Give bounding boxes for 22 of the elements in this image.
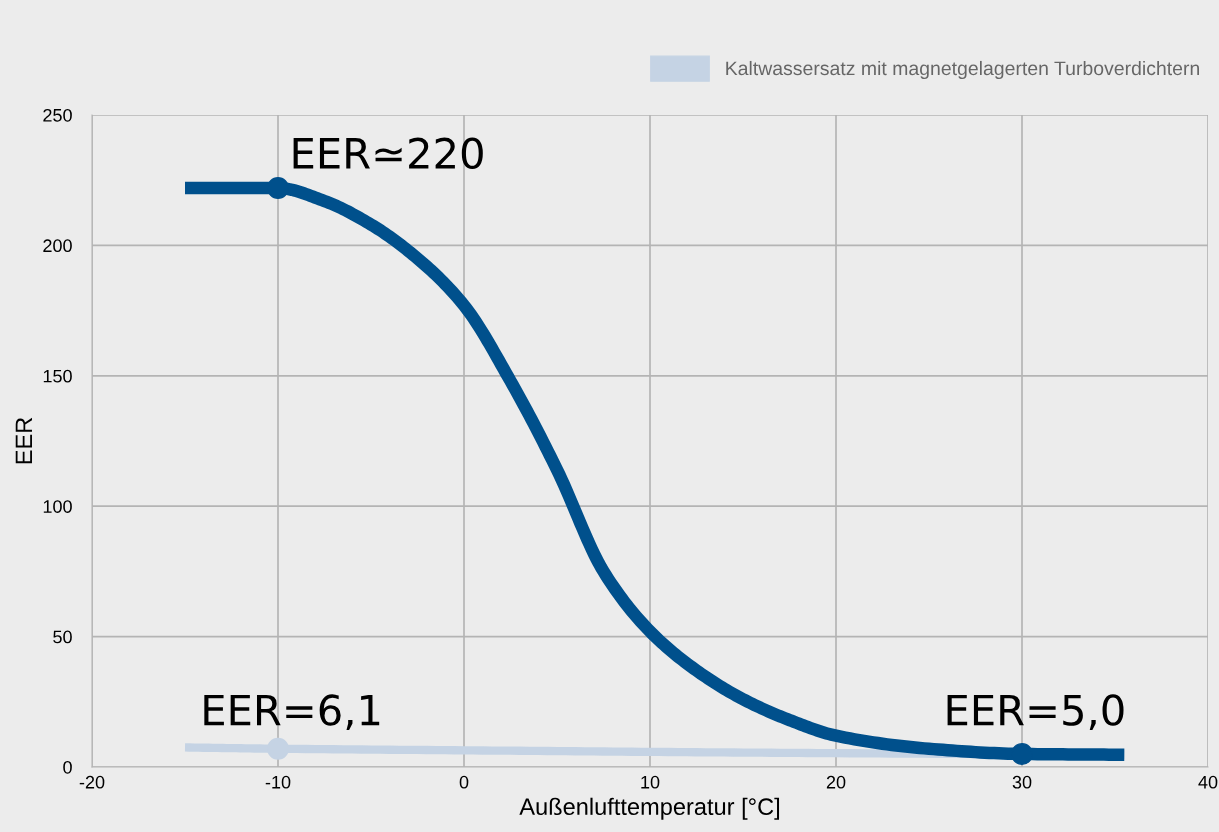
y-tick-label: 200 (43, 239, 72, 253)
x-tick-label: 10 (641, 775, 660, 789)
point (1011, 742, 1033, 765)
x-tick-label: 0 (459, 775, 469, 789)
x-axis-title: Außenlufttemperatur [°C] (519, 797, 780, 820)
y-tick-label: 150 (43, 369, 72, 383)
legend-label: Kaltwassersatz mit magnetgelagerten Turboverdichtern (726, 60, 1199, 80)
annotation: EER=5,0 (947, 694, 1124, 731)
y-axis-title: EER (15, 417, 32, 464)
point (267, 737, 289, 760)
y-tick-label: 100 (43, 500, 72, 513)
point (267, 177, 289, 200)
x-tick-label: 20 (826, 775, 846, 789)
y-tick-label: 50 (53, 630, 72, 644)
y-tick-label: 250 (43, 108, 72, 122)
y-tick-label: 0 (63, 760, 72, 774)
x-tick-label: 30 (1012, 775, 1032, 789)
annotation: EER=6,1 (204, 694, 380, 731)
annotation: EER≃220 (293, 137, 483, 170)
x-tick-label: -10 (265, 775, 291, 789)
x-tick-label: 40 (1198, 775, 1218, 789)
x-tick-label: -20 (79, 775, 105, 789)
